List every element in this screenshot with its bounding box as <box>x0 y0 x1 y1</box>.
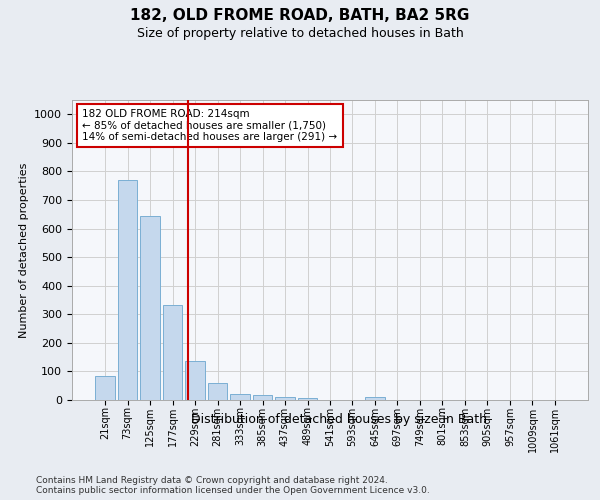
Bar <box>365 397 385 400</box>
Text: Size of property relative to detached houses in Bath: Size of property relative to detached ho… <box>137 28 463 40</box>
Bar <box>208 384 227 400</box>
Y-axis label: Number of detached properties: Number of detached properties <box>19 162 29 338</box>
Bar <box>275 397 295 400</box>
Bar <box>163 305 182 400</box>
Bar <box>230 394 250 400</box>
Text: 182, OLD FROME ROAD, BATH, BA2 5RG: 182, OLD FROME ROAD, BATH, BA2 5RG <box>130 8 470 22</box>
Bar <box>298 398 317 400</box>
Text: 182 OLD FROME ROAD: 214sqm
← 85% of detached houses are smaller (1,750)
14% of s: 182 OLD FROME ROAD: 214sqm ← 85% of deta… <box>82 109 337 142</box>
Bar <box>118 180 137 400</box>
Bar <box>140 216 160 400</box>
Text: Distribution of detached houses by size in Bath: Distribution of detached houses by size … <box>191 412 487 426</box>
Text: Contains HM Land Registry data © Crown copyright and database right 2024.
Contai: Contains HM Land Registry data © Crown c… <box>36 476 430 495</box>
Bar <box>253 395 272 400</box>
Bar <box>95 376 115 400</box>
Bar <box>185 362 205 400</box>
